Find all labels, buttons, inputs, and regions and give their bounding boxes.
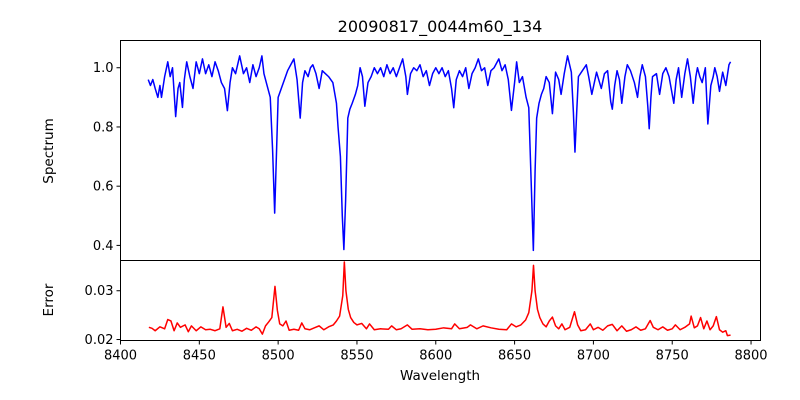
x-tick-label: 8450 [183,349,216,364]
x-tick-label: 8750 [656,349,689,364]
x-axis-label: Wavelength [400,368,480,384]
x-tick-label: 8550 [340,349,373,364]
chart-title: 20090817_0044m60_134 [338,17,543,37]
error-y-tick-label: 0.02 [85,333,114,348]
spectrum-y-tick-label: 0.8 [93,120,114,135]
spectrum-series-line [147,55,732,252]
x-tick-label: 8800 [734,349,767,364]
y-axis-label-error: Error [41,283,57,316]
x-tick-label: 8700 [577,349,610,364]
y-axis-label-spectrum: Spectrum [41,118,57,183]
error-series-line [148,261,731,337]
spectrum-y-tick-label: 1.0 [93,61,114,76]
x-tick-label: 8650 [498,349,531,364]
spectrum-y-tick-label: 0.4 [93,239,114,254]
error-axes-frame [120,260,761,341]
x-tick-label: 8500 [262,349,295,364]
error-y-tick-label: 0.03 [85,284,114,299]
x-tick-label: 8600 [419,349,452,364]
spectrum-y-tick-label: 0.6 [93,180,114,195]
x-tick-label: 8400 [104,349,137,364]
